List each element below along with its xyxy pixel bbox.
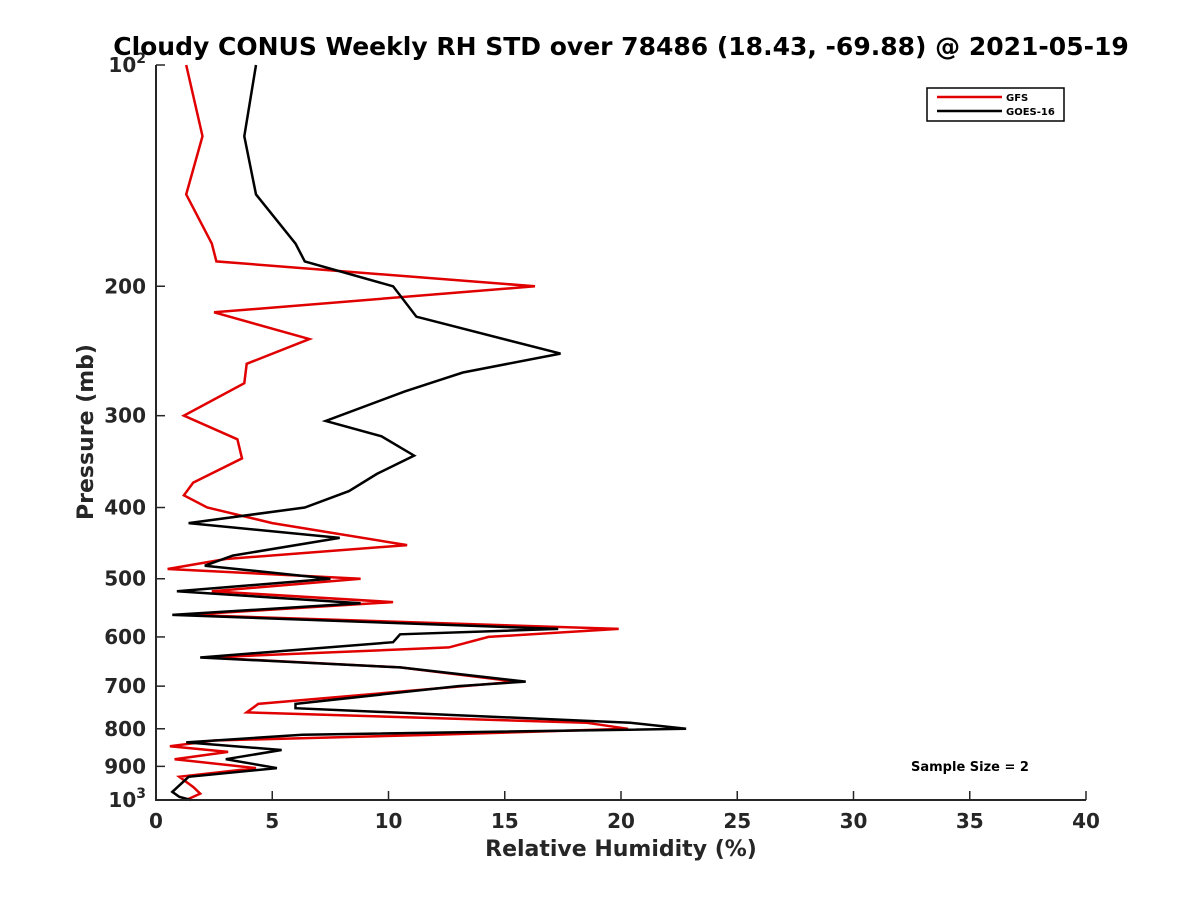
y-tick-label: 800 xyxy=(104,717,146,741)
series-line-goes16 xyxy=(170,64,687,802)
x-tick-label: 5 xyxy=(265,809,279,833)
x-tick-label: 25 xyxy=(723,809,751,833)
y-tick-label: 300 xyxy=(104,404,146,428)
y-tick-label: 103 xyxy=(108,786,146,812)
x-tick-label: 35 xyxy=(956,809,984,833)
y-tick-label: 200 xyxy=(104,274,146,298)
series-line-gfs xyxy=(167,64,629,802)
y-tick-label: 700 xyxy=(104,674,146,698)
x-tick-label: 15 xyxy=(491,809,519,833)
x-axis-label: Relative Humidity (%) xyxy=(485,837,757,862)
legend-label-goes16: GOES-16 xyxy=(1006,107,1055,118)
y-tick-label: 500 xyxy=(104,567,146,591)
y-tick-label: 400 xyxy=(104,496,146,520)
x-tick-label: 30 xyxy=(840,809,868,833)
legend-box xyxy=(926,87,1065,122)
legend: GFS GOES-16 xyxy=(926,87,1065,122)
x-tick-label: 20 xyxy=(607,809,635,833)
x-tick-label: 0 xyxy=(149,809,163,833)
legend-label-gfs: GFS xyxy=(1006,93,1028,104)
y-axis-label: Pressure (mb) xyxy=(74,344,99,520)
axes-frame xyxy=(155,65,1086,801)
chart-title: Cloudy CONUS Weekly RH STD over 78486 (1… xyxy=(113,32,1129,61)
x-tick-label: 40 xyxy=(1072,809,1100,833)
x-tick-label: 10 xyxy=(375,809,403,833)
y-tick-label: 600 xyxy=(104,625,146,649)
sample-size-annotation: Sample Size = 2 xyxy=(911,760,1029,775)
y-tick-label: 102 xyxy=(108,51,146,77)
y-tick-label: 900 xyxy=(104,754,146,778)
